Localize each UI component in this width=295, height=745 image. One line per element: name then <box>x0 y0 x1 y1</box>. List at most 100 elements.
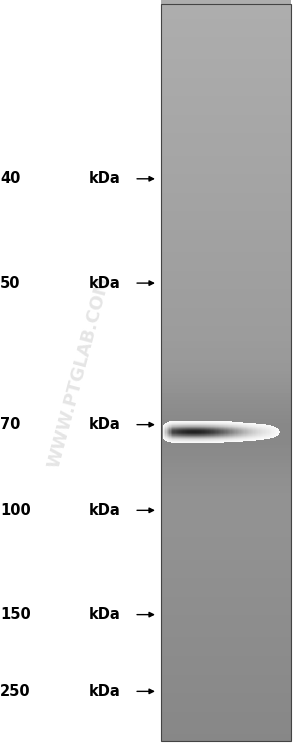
Bar <box>161 452 291 456</box>
Text: 70: 70 <box>0 417 20 432</box>
Bar <box>161 719 291 723</box>
Bar <box>161 319 291 323</box>
Bar <box>161 356 291 360</box>
Bar <box>161 241 291 244</box>
Bar <box>161 649 291 653</box>
Bar <box>161 526 291 530</box>
Bar <box>161 7 291 11</box>
Bar <box>161 493 291 497</box>
Bar <box>161 389 291 393</box>
Bar <box>161 363 291 367</box>
Bar <box>161 100 291 104</box>
Bar <box>161 237 291 241</box>
Bar <box>161 186 291 189</box>
Bar <box>161 408 291 411</box>
Bar <box>161 274 291 278</box>
Bar <box>161 567 291 571</box>
Bar <box>161 548 291 552</box>
Bar <box>161 56 291 60</box>
Bar <box>161 723 291 726</box>
Bar <box>161 204 291 208</box>
Bar <box>161 311 291 315</box>
Bar <box>161 89 291 92</box>
Text: kDa: kDa <box>88 276 120 291</box>
Bar <box>161 600 291 604</box>
Bar <box>161 541 291 545</box>
Bar <box>161 300 291 304</box>
Bar <box>161 504 291 508</box>
Bar <box>161 693 291 697</box>
Bar <box>161 60 291 63</box>
Bar <box>161 656 291 660</box>
Bar <box>161 627 291 630</box>
Bar <box>161 218 291 223</box>
Bar <box>161 445 291 448</box>
Bar <box>161 285 291 289</box>
Bar <box>161 163 291 167</box>
Bar <box>161 52 291 56</box>
Bar <box>161 222 291 226</box>
Bar <box>161 419 291 422</box>
Bar <box>161 256 291 259</box>
Bar <box>161 11 291 15</box>
Bar <box>161 634 291 638</box>
Bar <box>161 107 291 111</box>
Bar <box>161 400 291 404</box>
Bar <box>161 511 291 516</box>
Bar <box>161 4 291 741</box>
Bar <box>161 597 291 600</box>
Bar <box>161 308 291 311</box>
Bar <box>161 22 291 26</box>
Bar <box>161 530 291 533</box>
Bar <box>161 638 291 641</box>
Bar <box>161 215 291 219</box>
Bar <box>161 422 291 426</box>
Bar <box>161 178 291 182</box>
Bar <box>161 559 291 563</box>
Bar <box>161 563 291 567</box>
Bar <box>161 396 291 400</box>
Bar <box>161 415 291 419</box>
Bar <box>161 171 291 174</box>
Bar <box>161 467 291 471</box>
Bar <box>161 367 291 371</box>
Bar <box>161 297 291 300</box>
Bar <box>161 182 291 186</box>
Bar <box>161 282 291 285</box>
Bar <box>161 226 291 229</box>
Bar <box>161 478 291 482</box>
Bar <box>161 360 291 364</box>
Text: 250: 250 <box>0 684 31 699</box>
Bar <box>161 381 291 385</box>
Bar <box>161 715 291 719</box>
Bar <box>161 370 291 374</box>
Bar <box>161 623 291 627</box>
Bar <box>161 674 291 678</box>
Bar <box>161 30 291 34</box>
Bar <box>161 659 291 664</box>
Bar <box>161 685 291 689</box>
Text: 50: 50 <box>0 276 20 291</box>
Bar <box>161 434 291 437</box>
Bar <box>161 508 291 512</box>
Bar <box>161 641 291 645</box>
Bar <box>161 115 291 118</box>
Bar <box>161 586 291 589</box>
Bar <box>161 571 291 574</box>
Bar <box>161 189 291 193</box>
Bar <box>161 200 291 204</box>
Bar <box>161 582 291 586</box>
Bar <box>161 133 291 137</box>
Bar <box>161 533 291 537</box>
Bar <box>161 193 291 197</box>
Bar <box>161 738 291 741</box>
Bar <box>161 441 291 445</box>
Bar <box>161 460 291 463</box>
Text: kDa: kDa <box>88 684 120 699</box>
Bar <box>161 315 291 319</box>
Bar <box>161 463 291 467</box>
Bar <box>161 111 291 115</box>
Bar <box>161 70 291 74</box>
Bar <box>161 519 291 522</box>
Text: 100: 100 <box>0 503 31 518</box>
